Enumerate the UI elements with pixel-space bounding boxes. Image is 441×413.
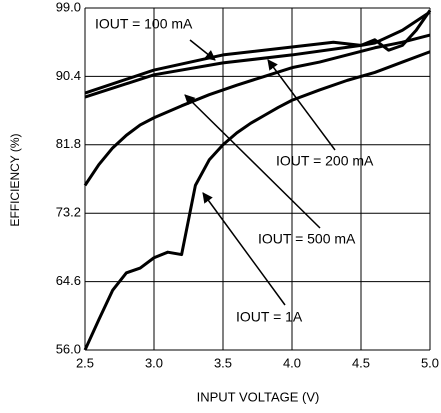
x-tick-label: 4.0 [283,355,301,370]
annotation: IOUT = 100 mA [95,16,193,32]
series-line [83,33,431,187]
annotation-arrow [267,59,336,151]
x-tick-label: 2.5 [76,355,94,370]
y-tick-label: 56.0 [56,341,81,356]
y-tick-label: 90.4 [56,68,81,83]
y-tick-label: 81.8 [56,136,81,151]
annotation: IOUT = 200 mA [276,153,374,169]
x-tick-label: 4.5 [352,355,370,370]
annotation-arrow [184,94,321,229]
y-tick-label: 64.6 [56,273,81,288]
annotation: IOUT = 1A [236,309,303,325]
series-line [84,9,432,99]
x-tick-label: 3.5 [214,355,232,370]
annotation: IOUT = 500 mA [258,231,356,247]
x-tick-label: 3.0 [145,355,163,370]
y-axis-label: EFFICIENCY (%) [8,133,22,226]
series-line [83,50,431,351]
series-line [84,10,431,95]
x-axis-label: INPUT VOLTAGE (V) [197,389,320,404]
x-tick-label: 5.0 [421,355,439,370]
y-tick-label: 99.0 [56,0,81,14]
y-tick-label: 73.2 [56,205,81,220]
annotation-arrow [202,192,286,306]
